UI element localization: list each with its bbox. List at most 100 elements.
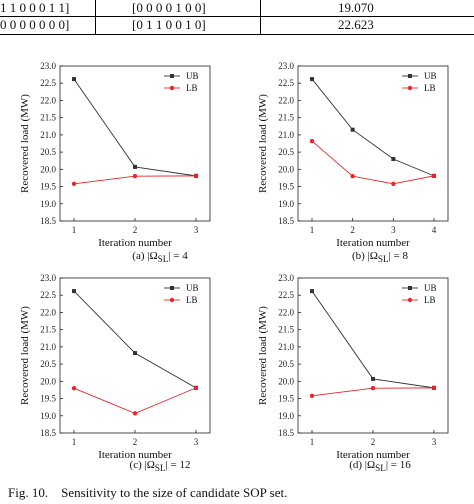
chart-panel-c: 18.5 19.0 19.5 20.0 20.5 21.0 21.5 22.0 22.5 23.0… <box>0 268 236 461</box>
x-tick-label: 3 <box>391 225 396 235</box>
y-tick-label: 20.5 <box>40 359 56 369</box>
y-axis-title: Recovered load (MW) <box>19 306 31 405</box>
data-point-ub <box>133 164 137 169</box>
table-fragment: 1 1 0 0 0 1 1] [0 0 0 0 1 0 0] 19.070 0 … <box>0 0 474 35</box>
table-row: 1 1 0 0 0 1 1] [0 0 0 0 1 0 0] 19.070 <box>0 0 474 16</box>
series-line-ub <box>73 290 197 389</box>
legend-marker <box>169 297 175 303</box>
legend-marker <box>408 286 412 290</box>
legend-label: UB <box>186 71 199 81</box>
x-tick-label: 1 <box>310 437 315 447</box>
data-point-ub <box>133 351 137 356</box>
data-point-ub <box>72 77 76 82</box>
figure-caption: Fig. 10. Sensitivity to the size of cand… <box>8 485 287 501</box>
x-tick-label: 2 <box>371 437 376 447</box>
y-tick-label: 19.5 <box>40 182 56 192</box>
y-tick-label: 21.0 <box>40 342 56 352</box>
x-tick-label: 3 <box>194 225 199 235</box>
chart-panel-b: 18.5 19.0 19.5 20.0 20.5 21.0 21.5 22.0 22.5 23.0… <box>238 56 474 249</box>
y-tick-label: 20.5 <box>278 359 294 369</box>
chart-svg: 18.5 19.0 19.5 20.0 20.5 21.0 21.5 22.0 22.5 23.0… <box>257 273 449 461</box>
table-cell: 19.070 <box>338 0 374 15</box>
series-line-ub <box>311 78 435 177</box>
y-tick-label: 19.5 <box>40 394 56 404</box>
figure-caption-text: Sensitivity to the size of candidate SOP… <box>61 485 288 500</box>
figure-label: Fig. 10. <box>8 485 49 500</box>
data-point-lb <box>132 411 138 416</box>
table-row: 0 0 0 0 0 0 0] [0 1 1 0 0 1 0] 22.623 <box>0 17 474 33</box>
legend-label: LB <box>424 83 436 93</box>
series-line-lb <box>311 140 435 185</box>
y-tick-label: 22.5 <box>278 290 294 300</box>
table-row-divider <box>0 16 474 17</box>
data-point-lb <box>431 173 437 179</box>
y-tick-label: 22.0 <box>40 95 56 105</box>
data-point-lb <box>350 174 355 179</box>
y-tick-label: 22.5 <box>40 290 56 300</box>
chart-svg: 18.5 19.0 19.5 20.0 20.5 21.0 21.5 22.0 22.5 23.0… <box>19 61 211 249</box>
data-point-ub <box>371 376 375 381</box>
legend-marker <box>408 74 412 78</box>
data-point-lb <box>193 173 199 179</box>
legend-label: LB <box>186 83 198 93</box>
legend-label: UB <box>186 283 199 293</box>
x-tick-label: 4 <box>432 225 437 235</box>
panel-caption-c: (c) |ΩSL| = 12 <box>129 459 191 474</box>
table-cell: 22.623 <box>338 17 374 32</box>
y-axis-title: Recovered load (MW) <box>19 94 31 193</box>
y-tick-label: 22.0 <box>278 307 294 317</box>
y-tick-label: 20.0 <box>278 164 294 174</box>
data-point-lb <box>71 181 77 186</box>
y-tick-label: 18.5 <box>40 216 56 226</box>
y-tick-label: 23.0 <box>278 273 294 283</box>
chart-svg: 18.5 19.0 19.5 20.0 20.5 21.0 21.5 22.0 22.5 23.0… <box>19 273 211 461</box>
data-point-lb <box>309 138 315 144</box>
y-tick-label: 18.5 <box>278 216 294 226</box>
x-tick-label: 1 <box>310 225 315 235</box>
y-tick-label: 21.0 <box>278 342 294 352</box>
y-axis-title: Recovered load (MW) <box>257 94 269 193</box>
legend-label: LB <box>186 295 198 305</box>
plot-frame <box>297 65 449 222</box>
series-line-ub <box>311 290 435 389</box>
table-cell: 1 1 0 0 0 1 1] <box>0 0 70 15</box>
y-tick-label: 21.5 <box>40 113 56 123</box>
y-tick-label: 23.0 <box>40 273 56 283</box>
y-tick-label: 23.0 <box>278 61 294 71</box>
legend-marker <box>407 297 413 303</box>
table-divider <box>95 0 96 34</box>
panel-caption-a: (a) |ΩSL| = 4 <box>132 250 188 265</box>
y-tick-label: 18.5 <box>40 428 56 438</box>
legend-label: UB <box>424 71 437 81</box>
y-tick-label: 19.5 <box>278 182 294 192</box>
data-point-ub <box>310 77 314 82</box>
data-point-lb <box>193 385 199 391</box>
y-tick-label: 18.5 <box>278 428 294 438</box>
chart-panel-a: 18.5 19.0 19.5 20.0 20.5 21.0 21.5 22.0 22.5 23.0… <box>0 56 236 249</box>
y-tick-label: 21.0 <box>278 130 294 140</box>
table-cell: [0 1 1 0 0 1 0] <box>132 17 206 32</box>
x-axis-title: Iteration number <box>336 237 410 249</box>
legend-marker <box>170 74 174 78</box>
data-point-ub <box>350 127 355 132</box>
data-point-ub <box>310 289 314 294</box>
x-axis-title: Iteration number <box>336 449 410 461</box>
legend-label: LB <box>424 295 436 305</box>
panel-caption-b: (b) |ΩSL| = 8 <box>351 250 409 265</box>
table-divider <box>260 0 261 34</box>
y-tick-label: 21.0 <box>40 130 56 140</box>
x-tick-label: 3 <box>432 437 437 447</box>
y-tick-label: 20.5 <box>40 147 56 157</box>
x-tick-label: 1 <box>72 437 77 447</box>
legend-marker <box>169 85 175 91</box>
x-axis-title: Iteration number <box>98 449 172 461</box>
y-tick-label: 19.0 <box>40 199 56 209</box>
x-tick-label: 3 <box>194 437 199 447</box>
y-axis-title: Recovered load (MW) <box>257 306 269 405</box>
y-tick-label: 22.0 <box>278 95 294 105</box>
y-tick-label: 21.5 <box>40 325 56 335</box>
y-tick-label: 20.5 <box>278 147 294 157</box>
y-tick-label: 19.0 <box>278 199 294 209</box>
y-tick-label: 21.5 <box>278 113 294 123</box>
x-tick-label: 2 <box>133 225 138 235</box>
